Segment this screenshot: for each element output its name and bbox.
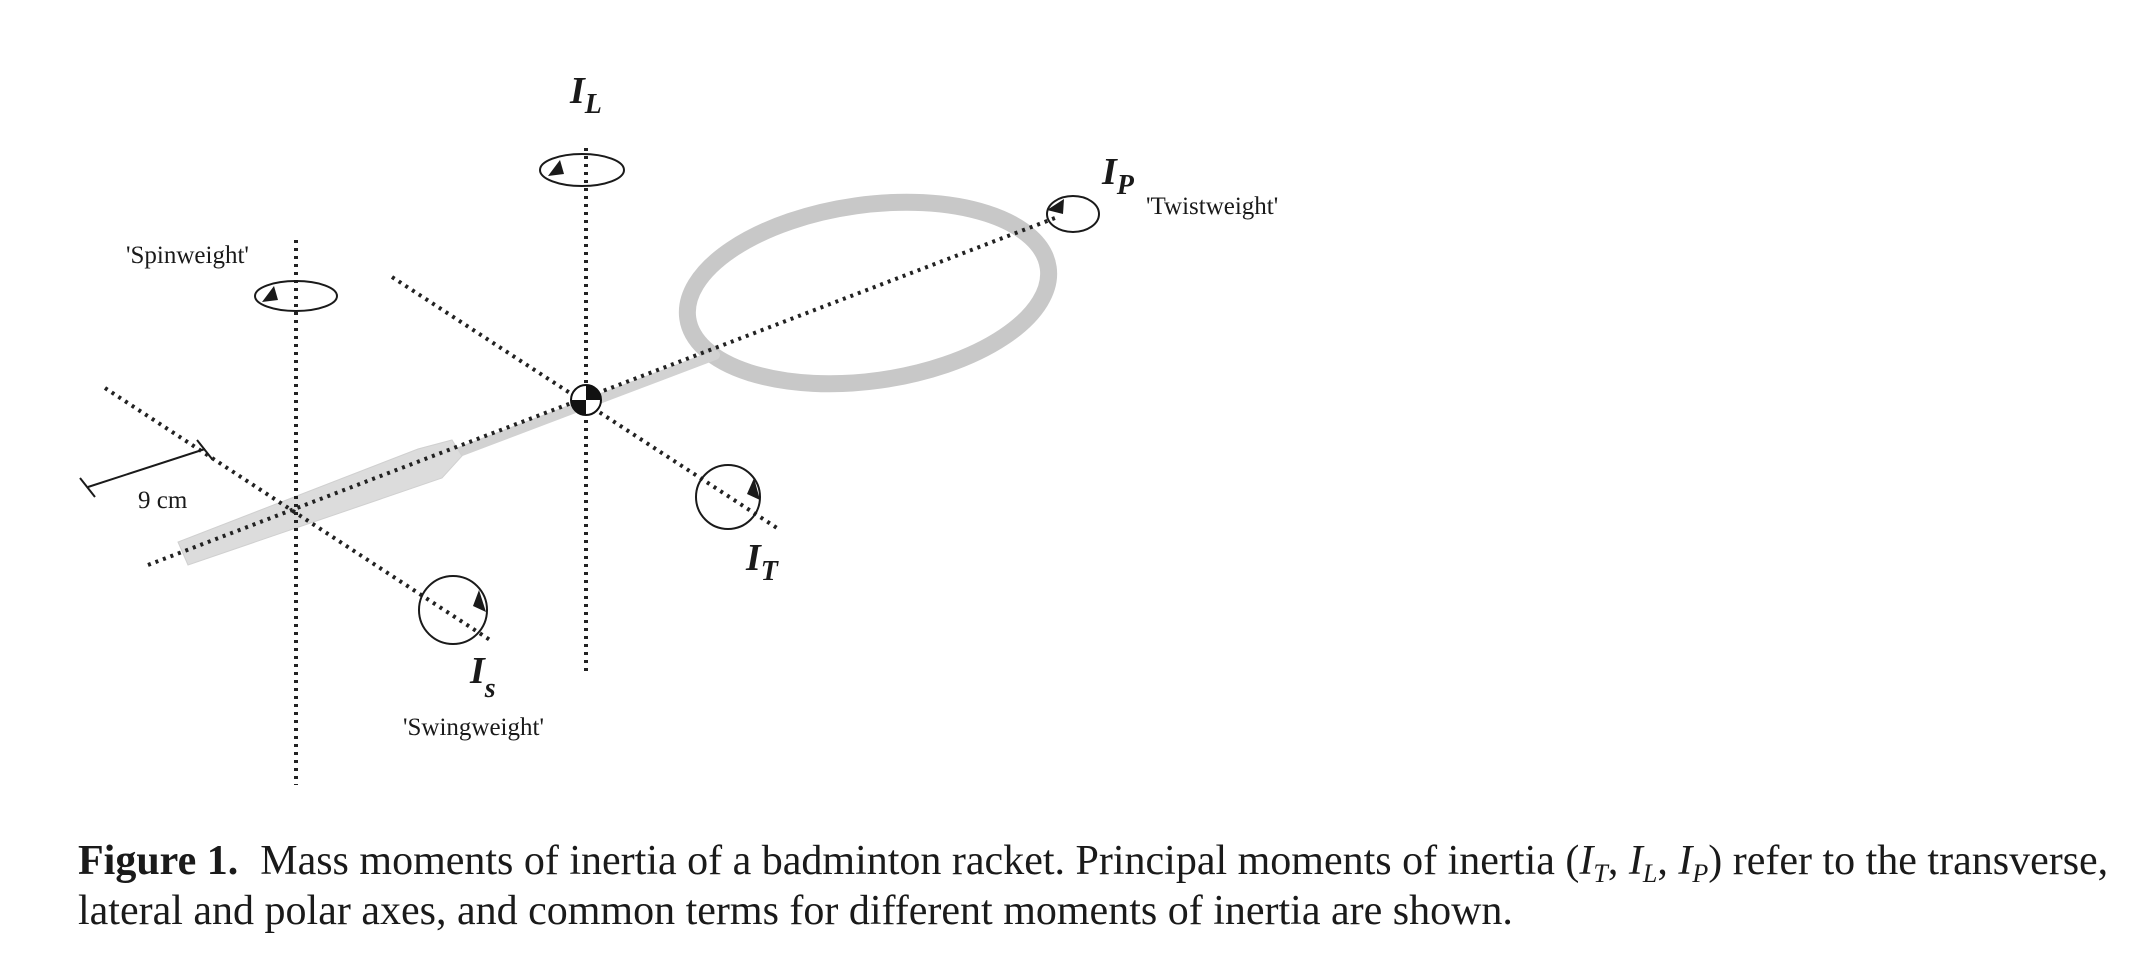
dimension-label: 9 cm: [138, 487, 188, 514]
dimension-line: [87, 448, 206, 488]
center-of-mass-icon: [570, 384, 602, 416]
figure-caption: Figure 1. Mass moments of inertia of a ba…: [78, 836, 2138, 936]
axis-label-IT: IT: [745, 537, 780, 587]
axis-label-Is: Is: [469, 650, 496, 704]
caption-text-before: Mass moments of inertia of a badminton r…: [260, 838, 1580, 884]
racket-handle: [177, 439, 463, 566]
dimension-tick-right: [196, 439, 213, 460]
figure-number: Figure 1.: [78, 838, 239, 884]
rotation-arrow-IL: [539, 153, 625, 187]
rotation-arrow-IT: [695, 464, 761, 530]
polar-axis-line: [147, 216, 1056, 567]
axis-label-IL: IL: [569, 70, 602, 120]
caption-math: IT, IL, IP: [1579, 838, 1709, 888]
racket-head: [678, 193, 1058, 393]
dimension-tick-left: [79, 477, 96, 498]
rotation-arrow-spinweight: [254, 280, 338, 312]
twistweight-label: 'Twistweight': [1146, 193, 1278, 220]
racket-shaft: [425, 350, 720, 468]
caption-text-after: ) refer to the transverse, lateral and p…: [78, 838, 2109, 934]
spinweight-label: 'Spinweight': [126, 242, 249, 269]
axis-label-IP: IP: [1101, 151, 1135, 201]
rotation-arrow-Is: [418, 575, 488, 645]
swingweight-label: 'Swingweight': [403, 714, 544, 741]
rotation-arrow-IP: [1046, 195, 1100, 233]
